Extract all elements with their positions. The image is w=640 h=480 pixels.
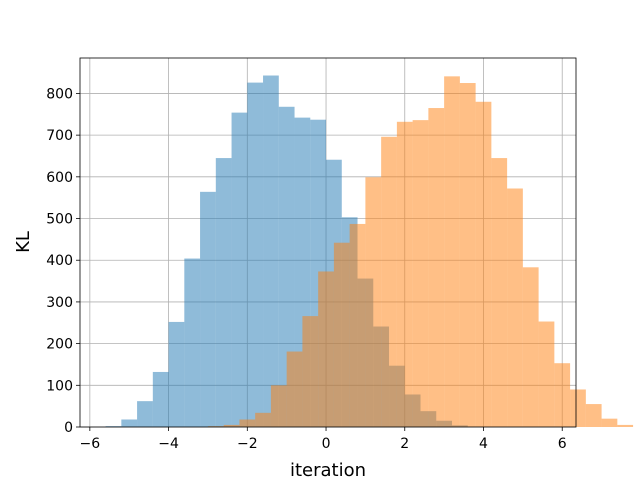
histogram-bar-series-2: [601, 418, 618, 427]
histogram-bar-series-2: [207, 426, 224, 427]
y-tick-label: 700: [46, 128, 73, 144]
histogram-bar-series-1: [152, 371, 169, 427]
y-tick-label: 500: [46, 212, 73, 228]
x-tick-label: 2: [400, 436, 409, 452]
histogram-bar-series-2: [302, 316, 319, 427]
histogram-bar-series-1: [278, 106, 295, 427]
x-tick-label: 4: [479, 436, 488, 452]
y-tick-label: 300: [46, 295, 73, 311]
bars-layer: [105, 75, 634, 428]
histogram-bar-series-2: [538, 321, 555, 427]
histogram-bar-series-1: [168, 321, 185, 427]
y-tick-label: 800: [46, 86, 73, 102]
histogram-bar-series-2: [365, 177, 382, 427]
histogram-bar-series-2: [349, 223, 366, 427]
histogram-bar-series-1: [231, 112, 248, 428]
histogram-bar-series-1: [137, 401, 153, 427]
histogram-bar-series-2: [459, 83, 476, 427]
histogram-bar-series-2: [286, 351, 303, 427]
histogram-bar-series-2: [585, 404, 602, 427]
histogram-bar-series-2: [239, 419, 256, 427]
histogram-bar-series-1: [247, 82, 264, 427]
histogram-bar-series-2: [428, 108, 445, 427]
histogram-bar-series-2: [507, 188, 523, 427]
y-tick-label: 200: [46, 337, 73, 353]
x-tick-label: −4: [158, 436, 179, 452]
histogram-bar-series-2: [270, 385, 287, 427]
histogram-bar-series-2: [617, 424, 634, 427]
histogram-bar-series-2: [223, 424, 240, 427]
x-axis-label: iteration: [290, 460, 366, 480]
ticks-layer: −6 −4 −2 0 2 4 6 0 100 200 300 400 500 600 700 800: [46, 86, 566, 452]
y-tick-label: 0: [64, 420, 73, 436]
histogram-bar-series-2: [475, 101, 492, 427]
y-axis-label: KL: [13, 231, 34, 253]
histogram-bar-series-2: [255, 412, 271, 427]
x-tick-label: −2: [237, 436, 258, 452]
histogram-bar-series-1: [215, 158, 232, 427]
y-tick-label: 100: [46, 378, 73, 394]
histogram-bar-series-2: [554, 363, 571, 427]
x-tick-label: 6: [558, 436, 567, 452]
histogram-bar-series-2: [412, 120, 429, 427]
histogram-bar-series-2: [333, 242, 350, 427]
histogram-bar-series-2: [444, 76, 460, 427]
y-tick-label: 400: [46, 253, 73, 269]
histogram-bar-series-2: [570, 389, 586, 427]
histogram-bar-series-1: [105, 426, 122, 427]
x-tick-label: −6: [80, 436, 101, 452]
histogram-bar-series-1: [263, 75, 279, 427]
histogram-bar-series-1: [200, 191, 216, 427]
histogram-bar-series-1: [184, 258, 201, 427]
histogram-bar-series-2: [522, 267, 539, 427]
plot-frame: [79, 57, 577, 428]
histogram-bar-series-2: [381, 136, 397, 427]
histogram-bar-series-1: [121, 419, 138, 427]
x-tick-label: 0: [322, 436, 331, 452]
histogram-bar-series-2: [491, 158, 508, 427]
histogram-bar-series-2: [318, 271, 334, 427]
y-tick-label: 600: [46, 170, 73, 186]
histogram-bar-series-2: [396, 121, 413, 428]
